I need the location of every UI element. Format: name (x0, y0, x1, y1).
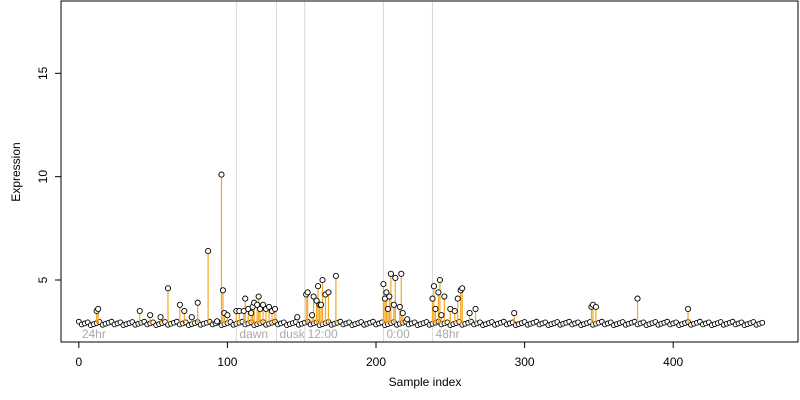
data-point (313, 297, 320, 304)
data-point (194, 299, 201, 306)
data-point (213, 318, 221, 325)
data-point (255, 293, 262, 300)
data-point (147, 312, 154, 319)
data-point (592, 303, 599, 310)
data-point (136, 307, 143, 315)
data-point (188, 314, 195, 321)
plot-frame (60, 0, 799, 343)
data-point (304, 289, 311, 296)
point-group (93, 171, 692, 325)
data-point (390, 301, 397, 308)
data-point (387, 270, 394, 277)
data-point (219, 287, 227, 294)
data-point (383, 289, 390, 296)
data-point (396, 303, 403, 310)
data-point (310, 293, 317, 300)
y-axis: 5 10 15 (36, 66, 62, 283)
data-point (466, 310, 473, 317)
data-point (248, 310, 255, 317)
data-point (95, 305, 102, 312)
region-label: dawn (239, 327, 268, 341)
data-point (451, 307, 458, 315)
data-point (265, 303, 273, 310)
data-point (325, 289, 332, 296)
data-point (398, 270, 405, 277)
data-point (164, 285, 172, 292)
y-tick-label: 5 (36, 276, 50, 283)
data-point (176, 301, 183, 308)
region-label: 48hr (435, 327, 459, 341)
data-point (317, 301, 325, 308)
data-point (332, 272, 339, 279)
data-point (157, 314, 164, 321)
region-label: 12:00 (308, 327, 338, 341)
x-axis: 0 100 200 300 400 (75, 341, 684, 369)
region-label: 0:00 (386, 327, 410, 341)
data-point (315, 283, 322, 290)
x-tick-label: 0 (75, 355, 82, 369)
region-label: 24hr (82, 327, 106, 341)
data-point (404, 316, 411, 323)
y-tick-label: 15 (36, 66, 50, 80)
x-tick-label: 400 (663, 355, 683, 369)
stem-group (96, 174, 689, 324)
data-point (399, 310, 406, 317)
region-group: 24hr dawn dusk 12:00 0:00 48hr (82, 1, 460, 342)
baseline-point (759, 319, 766, 326)
data-point (309, 312, 316, 319)
data-point (634, 295, 641, 302)
data-point (454, 295, 461, 302)
data-point (242, 295, 249, 302)
data-point (294, 314, 301, 321)
data-point (384, 305, 391, 312)
data-point (319, 276, 326, 284)
x-tick-label: 300 (515, 355, 535, 369)
data-point (380, 281, 387, 288)
data-point (684, 305, 692, 312)
data-point (472, 305, 479, 312)
data-point (257, 305, 264, 312)
data-point (260, 301, 267, 308)
data-point (386, 293, 393, 300)
data-point (392, 274, 399, 281)
data-point (511, 310, 518, 317)
y-tick-label: 10 (36, 170, 50, 184)
data-point (254, 301, 261, 308)
data-point (432, 305, 439, 312)
data-point (218, 171, 225, 178)
data-point (441, 293, 448, 300)
data-point (224, 312, 231, 319)
data-point (429, 295, 436, 302)
data-point (205, 248, 212, 255)
y-axis-title: Expression (9, 142, 23, 201)
x-tick-label: 100 (217, 355, 237, 369)
x-tick-label: 200 (366, 355, 386, 369)
x-axis-title: Sample index (389, 375, 462, 389)
data-point (181, 307, 188, 315)
data-point (430, 283, 438, 290)
data-point (438, 312, 445, 319)
data-point (459, 285, 466, 292)
region-label: dusk (279, 327, 305, 341)
data-point (435, 289, 442, 296)
data-point (436, 276, 443, 284)
data-point (271, 305, 279, 312)
